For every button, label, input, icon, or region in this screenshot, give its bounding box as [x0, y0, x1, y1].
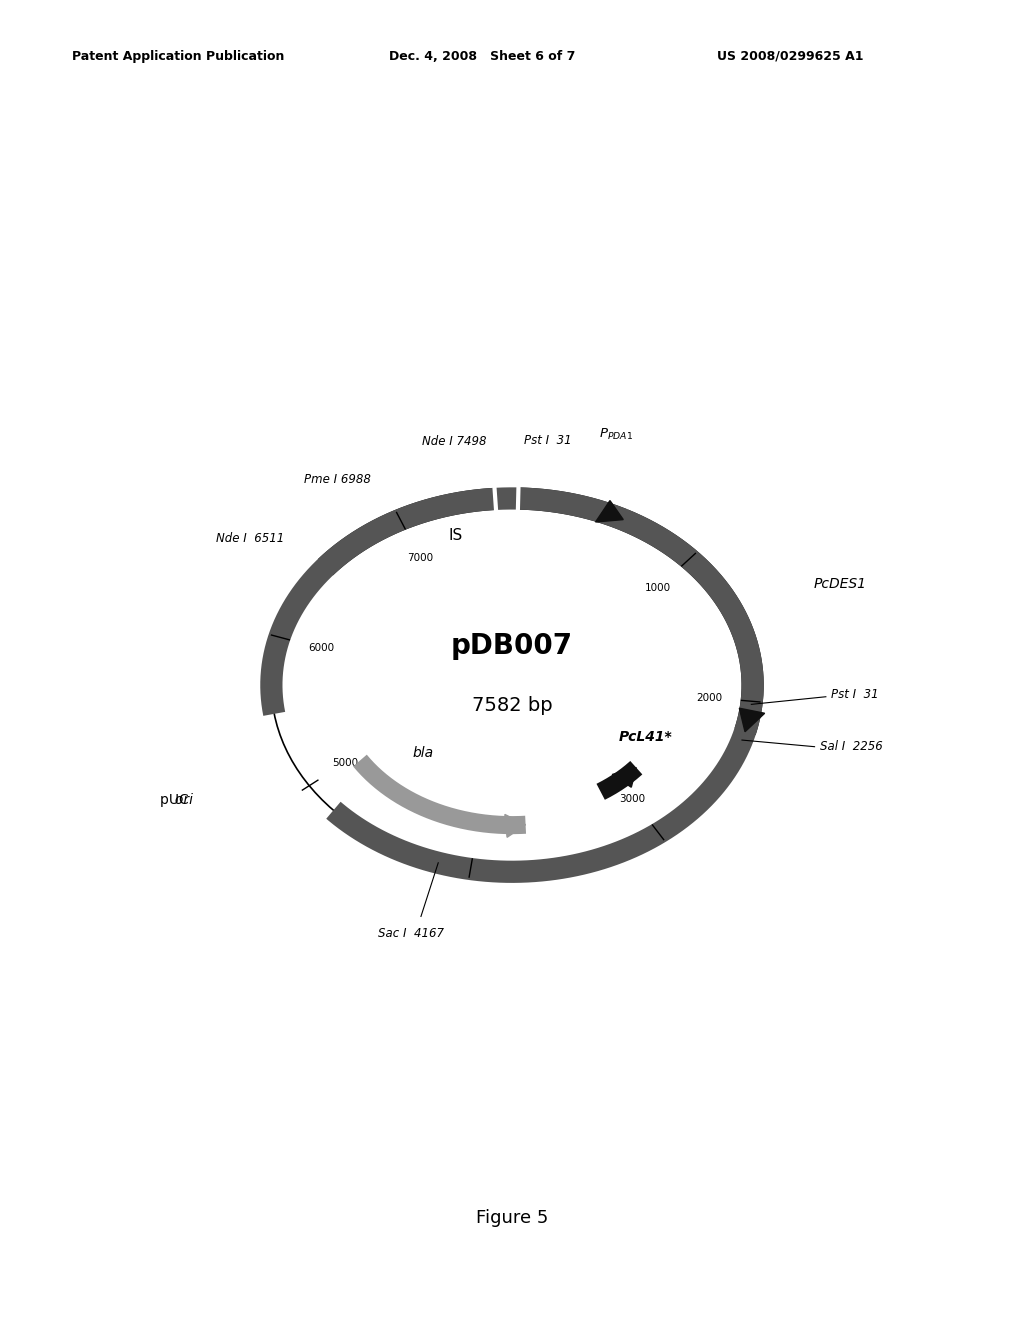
Text: pUC: pUC	[160, 793, 193, 807]
Text: 2000: 2000	[696, 693, 722, 702]
Text: Sac I  4167: Sac I 4167	[378, 927, 443, 940]
Polygon shape	[612, 768, 636, 787]
Polygon shape	[505, 814, 525, 837]
Text: Dec. 4, 2008   Sheet 6 of 7: Dec. 4, 2008 Sheet 6 of 7	[389, 50, 575, 63]
Text: Nde I  6511: Nde I 6511	[216, 532, 285, 545]
Text: 6000: 6000	[308, 643, 334, 653]
Text: Figure 5: Figure 5	[476, 1209, 548, 1226]
Text: IS: IS	[449, 528, 463, 544]
Text: 1000: 1000	[644, 583, 671, 593]
Text: Pst I  31: Pst I 31	[524, 434, 572, 447]
Text: PcDES1: PcDES1	[813, 577, 866, 591]
Text: Sal I  2256: Sal I 2256	[819, 741, 883, 754]
Text: 7000: 7000	[408, 553, 433, 562]
Text: $\it{P}$$_{PDA1}$: $\it{P}$$_{PDA1}$	[599, 428, 633, 442]
Text: 5000: 5000	[333, 758, 358, 767]
Text: Nde I 7498: Nde I 7498	[423, 434, 487, 447]
Text: 4000: 4000	[465, 821, 490, 832]
Polygon shape	[596, 500, 624, 521]
Text: ori: ori	[153, 793, 193, 807]
Text: pDB007: pDB007	[451, 632, 573, 660]
Text: Pme I 6988: Pme I 6988	[304, 474, 372, 487]
Text: Patent Application Publication: Patent Application Publication	[72, 50, 284, 63]
Polygon shape	[739, 709, 765, 731]
Text: bla: bla	[413, 746, 433, 759]
Text: PcL41*: PcL41*	[620, 730, 673, 744]
Text: US 2008/0299625 A1: US 2008/0299625 A1	[717, 50, 863, 63]
Text: Pst I  31: Pst I 31	[830, 688, 879, 701]
Text: 3000: 3000	[620, 795, 645, 804]
Text: 7582 bp: 7582 bp	[472, 696, 552, 715]
